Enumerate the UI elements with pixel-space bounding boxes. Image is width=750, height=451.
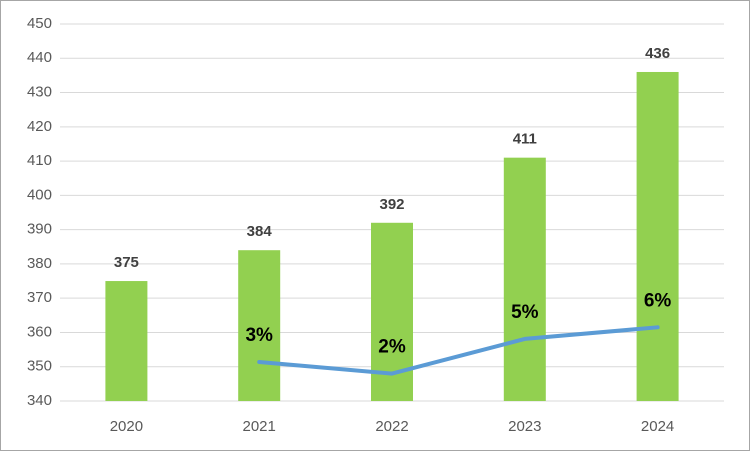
y-tick-label: 360 xyxy=(27,323,52,340)
bar xyxy=(636,71,679,402)
y-tick-label: 430 xyxy=(27,84,52,101)
bar-value-label: 436 xyxy=(645,45,670,62)
y-tick-label: 400 xyxy=(27,186,52,203)
bar-value-label: 384 xyxy=(247,223,273,240)
y-tick-label: 350 xyxy=(27,358,52,375)
x-tick-label: 2021 xyxy=(243,418,276,435)
y-tick-label: 340 xyxy=(27,392,52,409)
y-tick-label: 370 xyxy=(27,289,52,306)
line-value-label: 6% xyxy=(644,290,672,311)
y-tick-label: 420 xyxy=(27,118,52,135)
y-tick-label: 450 xyxy=(27,15,52,32)
bar-value-label: 392 xyxy=(379,196,404,213)
x-tick-label: 2023 xyxy=(508,418,541,435)
bar xyxy=(238,250,281,401)
bar-value-label: 375 xyxy=(114,254,139,271)
line xyxy=(257,325,660,376)
line-value-label: 5% xyxy=(511,302,539,323)
x-tick-label: 2020 xyxy=(110,418,143,435)
line-value-label: 2% xyxy=(378,337,406,358)
bar xyxy=(105,281,148,401)
y-tick-label: 440 xyxy=(27,49,52,66)
y-tick-label: 410 xyxy=(27,152,52,169)
x-tick-label: 2024 xyxy=(641,418,674,435)
bar-value-label: 411 xyxy=(513,131,537,148)
y-tick-label: 390 xyxy=(27,221,52,238)
line-value-label: 3% xyxy=(245,325,273,346)
x-tick-label: 2022 xyxy=(375,418,408,435)
y-tick-label: 380 xyxy=(27,255,52,272)
bar xyxy=(503,157,546,401)
